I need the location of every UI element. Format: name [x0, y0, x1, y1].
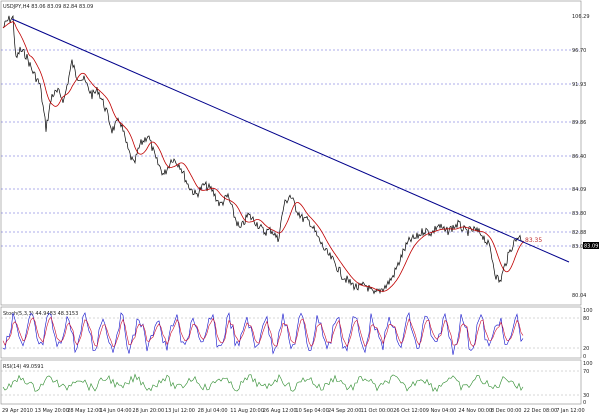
time-axis-label: 14 Jun 04:00 — [100, 408, 132, 414]
price-level-label: 80.04 — [572, 293, 586, 299]
price-level-label: 106.29 — [572, 14, 590, 20]
price-series — [2, 15, 525, 295]
time-axis-label: 11 Aug 20:00 — [230, 408, 264, 414]
time-axis-label: 26 Aug 12:00 — [263, 408, 297, 414]
time-axis-label: 10 Sep 04:00 — [295, 408, 328, 414]
current-price-label: 83.09 — [584, 244, 598, 250]
stoch-scale-100: 100 — [583, 308, 593, 314]
moving-average-line — [2, 21, 525, 292]
stoch-scale-80: 80 — [583, 316, 589, 322]
rsi-scale-100: 100 — [583, 361, 593, 367]
time-axis-label: 24 Nov 00:00 — [458, 408, 492, 414]
price-level-label: 91.93 — [572, 82, 586, 88]
stoch-scale-0: 0 — [583, 354, 586, 360]
price-panel[interactable] — [0, 0, 582, 306]
stoch-scale-20: 20 — [583, 346, 589, 352]
time-axis-label: 13 Jul 12:00 — [165, 408, 195, 414]
stoch-signal-line — [2, 316, 524, 348]
time-axis-label: 24 Sep 20:00 — [328, 408, 361, 414]
time-axis-label: 28 May 12:00 — [67, 408, 101, 414]
time-axis-label: 13 May 20:00 — [35, 408, 69, 414]
stoch-main-line — [2, 312, 524, 355]
price-level-label: 82.88 — [572, 230, 586, 236]
trendline-annotation: 83.35 — [525, 237, 542, 244]
trendline[interactable] — [11, 18, 570, 263]
price-level-label: 86.40 — [572, 154, 586, 160]
time-axis-label: 11 Oct 00:00 — [361, 408, 394, 414]
rsi-label: RSI(14) 49.0591 — [3, 364, 44, 370]
price-level-label: 83.09 — [572, 244, 586, 250]
stoch-panel[interactable] — [0, 306, 582, 359]
symbol-header: USDJPY,H4 83.06 83.09 82.84 83.09 — [3, 4, 93, 10]
time-axis-label: 26 Oct 12:00 — [393, 408, 426, 414]
rsi-scale-0: 0 — [583, 400, 586, 406]
time-axis-label: 9 Nov 04:00 — [426, 408, 457, 414]
time-axis-label: 22 Dec 08:00 — [524, 408, 558, 414]
time-axis-label: 28 Jun 20:00 — [132, 408, 164, 414]
rsi-scale-30: 30 — [583, 393, 589, 399]
price-level-label: 83.80 — [572, 211, 586, 217]
time-axis-label: 28 Jul 04:00 — [198, 408, 228, 414]
time-axis-label: 8 Dec 00:00 — [491, 408, 521, 414]
current-price-tag — [583, 242, 599, 249]
rsi-panel[interactable] — [0, 359, 582, 405]
price-level-label: 89.86 — [572, 120, 586, 126]
price-axis-labels: 106.29 96.70 91.93 89.86 86.40 84.09 83.80 82.8… — [572, 14, 590, 299]
rsi-scale-70: 70 — [583, 369, 589, 375]
time-axis-label: 7 Jan 12:00 — [556, 408, 584, 414]
time-axis-label: 29 Apr 2010 — [2, 408, 33, 414]
rsi-line — [2, 373, 524, 393]
price-level-label: 96.70 — [572, 48, 586, 54]
price-level-label: 84.09 — [572, 187, 586, 193]
stoch-label: Stoch(5,3,3) 44.9483 48.3153 — [3, 311, 78, 317]
